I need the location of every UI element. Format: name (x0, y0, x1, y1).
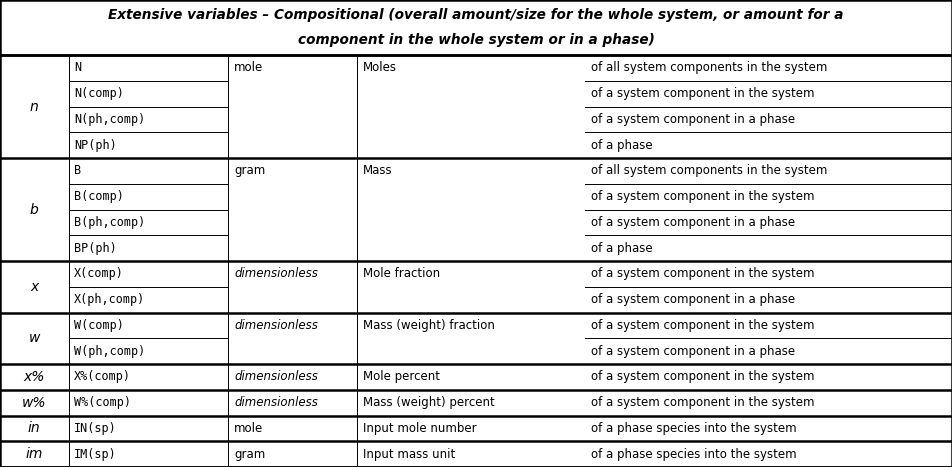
Text: gram: gram (234, 164, 266, 177)
Text: b: b (30, 203, 39, 217)
Text: of a system component in a phase: of a system component in a phase (591, 293, 795, 306)
Text: Mole fraction: Mole fraction (363, 268, 440, 280)
Text: of a system component in the system: of a system component in the system (591, 268, 815, 280)
Text: in: in (28, 421, 41, 435)
Text: Extensive variables – Compositional (overall amount/size for the whole system, o: Extensive variables – Compositional (ove… (109, 8, 843, 22)
Text: Mass (weight) percent: Mass (weight) percent (363, 396, 494, 409)
Text: N(comp): N(comp) (74, 87, 124, 100)
Text: X(comp): X(comp) (74, 268, 124, 280)
Text: dimensionless: dimensionless (234, 396, 318, 409)
Text: w%: w% (22, 396, 47, 410)
Text: of a phase: of a phase (591, 139, 653, 152)
Text: of all system components in the system: of all system components in the system (591, 164, 827, 177)
Text: BP(ph): BP(ph) (74, 242, 117, 255)
Text: Mole percent: Mole percent (363, 370, 440, 383)
Text: N(ph,comp): N(ph,comp) (74, 113, 146, 126)
Text: of a system component in the system: of a system component in the system (591, 319, 815, 332)
Text: dimensionless: dimensionless (234, 319, 318, 332)
Text: component in the whole system or in a phase): component in the whole system or in a ph… (298, 33, 654, 47)
Text: Moles: Moles (363, 62, 397, 74)
Text: x%: x% (24, 370, 45, 384)
Text: IN(sp): IN(sp) (74, 422, 117, 435)
Text: mole: mole (234, 422, 264, 435)
Text: x: x (30, 280, 38, 294)
Text: W%(comp): W%(comp) (74, 396, 131, 409)
Text: of a system component in a phase: of a system component in a phase (591, 113, 795, 126)
Text: B(ph,comp): B(ph,comp) (74, 216, 146, 229)
Text: B(comp): B(comp) (74, 190, 124, 203)
Text: im: im (26, 447, 43, 461)
Text: X(ph,comp): X(ph,comp) (74, 293, 146, 306)
Text: of a system component in the system: of a system component in the system (591, 190, 815, 203)
Text: W(comp): W(comp) (74, 319, 124, 332)
Text: n: n (30, 99, 39, 113)
Text: of a phase: of a phase (591, 242, 653, 255)
Text: X%(comp): X%(comp) (74, 370, 131, 383)
Text: of a phase species into the system: of a phase species into the system (591, 448, 797, 460)
Text: B: B (74, 164, 81, 177)
Text: of a system component in the system: of a system component in the system (591, 370, 815, 383)
Text: Mass (weight) fraction: Mass (weight) fraction (363, 319, 495, 332)
Text: Input mass unit: Input mass unit (363, 448, 455, 460)
Text: Mass: Mass (363, 164, 392, 177)
Text: Input mole number: Input mole number (363, 422, 476, 435)
Text: dimensionless: dimensionless (234, 268, 318, 280)
Text: dimensionless: dimensionless (234, 370, 318, 383)
Text: gram: gram (234, 448, 266, 460)
Text: of a system component in a phase: of a system component in a phase (591, 345, 795, 358)
Text: of a system component in a phase: of a system component in a phase (591, 216, 795, 229)
Text: w: w (29, 331, 40, 345)
Text: NP(ph): NP(ph) (74, 139, 117, 152)
Text: of a phase species into the system: of a phase species into the system (591, 422, 797, 435)
Text: of a system component in the system: of a system component in the system (591, 396, 815, 409)
Text: mole: mole (234, 62, 264, 74)
Text: of all system components in the system: of all system components in the system (591, 62, 827, 74)
Text: of a system component in the system: of a system component in the system (591, 87, 815, 100)
Text: N: N (74, 62, 81, 74)
Text: IM(sp): IM(sp) (74, 448, 117, 460)
Text: W(ph,comp): W(ph,comp) (74, 345, 146, 358)
